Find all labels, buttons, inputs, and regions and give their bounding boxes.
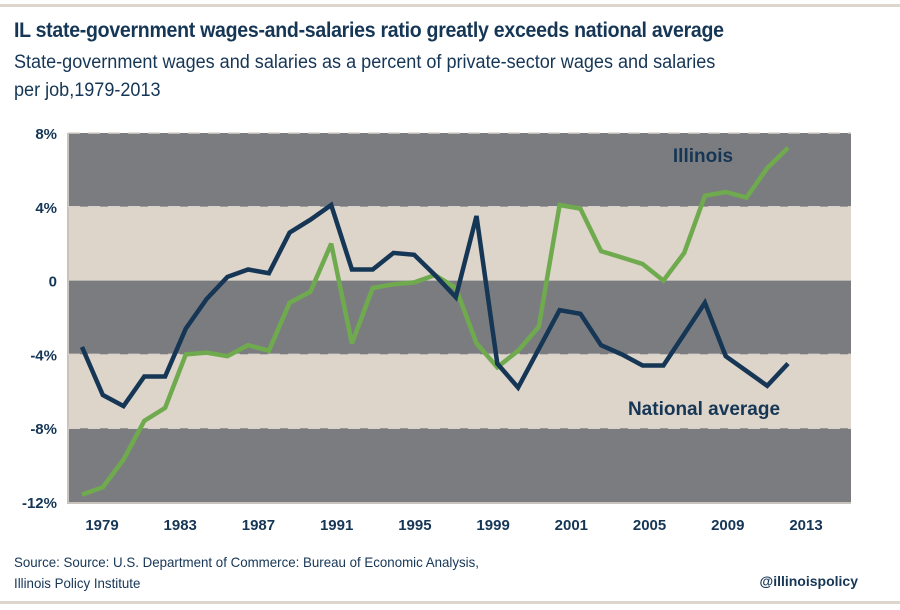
band-4-to-0: [68, 206, 851, 281]
x-tick-label: 2001: [555, 517, 588, 534]
y-tick-label: 4%: [35, 200, 57, 217]
subtitle-line-2: per job,1979-2013: [14, 80, 161, 101]
x-axis-ticks: 1979 1983 1987 1991 1995 1999 2001 2005 2009 2013: [85, 517, 822, 534]
band--4-to--8: [68, 354, 851, 429]
x-tick-label: 2009: [711, 517, 744, 534]
y-tick-label: 0: [49, 274, 57, 291]
subtitle-line-1: State-government wages and salaries as a…: [14, 52, 716, 73]
x-tick-label: 1991: [320, 517, 353, 534]
y-tick-label: -4%: [30, 347, 57, 364]
y-tick-label: -8%: [30, 421, 57, 438]
national-series-label: National average: [628, 399, 780, 420]
background-bands: [67, 133, 851, 504]
x-tick-label: 1987: [242, 517, 275, 534]
y-axis-ticks: 8% 4% 0 -4% -8% -12%: [22, 126, 57, 512]
x-tick-label: 2013: [789, 517, 822, 534]
illinois-series-label: Illinois: [673, 146, 733, 167]
bottom-rule: [0, 601, 900, 604]
y-tick-label: 8%: [35, 126, 57, 143]
x-tick-label: 1995: [398, 517, 431, 534]
x-tick-label: 1999: [476, 517, 509, 534]
series-lines: [79, 146, 790, 497]
top-rule: [0, 4, 900, 7]
x-tick-label: 1983: [164, 517, 197, 534]
y-tick-label: -12%: [22, 495, 57, 512]
x-tick-label: 1979: [85, 517, 118, 534]
source-line-2: Illinois Policy Institute: [14, 575, 141, 591]
band--8-to--12: [68, 428, 851, 502]
social-handle: @illinoispolicy: [759, 573, 858, 589]
chart-title: IL state-government wages-and-salaries r…: [14, 19, 724, 42]
x-tick-label: 2005: [633, 517, 666, 534]
source-line-1: Source: Source: U.S. Department of Comme…: [14, 554, 479, 570]
source-note: Source: Source: U.S. Department of Comme…: [14, 552, 479, 594]
chart-subtitle: State-government wages and salaries as a…: [14, 49, 850, 105]
